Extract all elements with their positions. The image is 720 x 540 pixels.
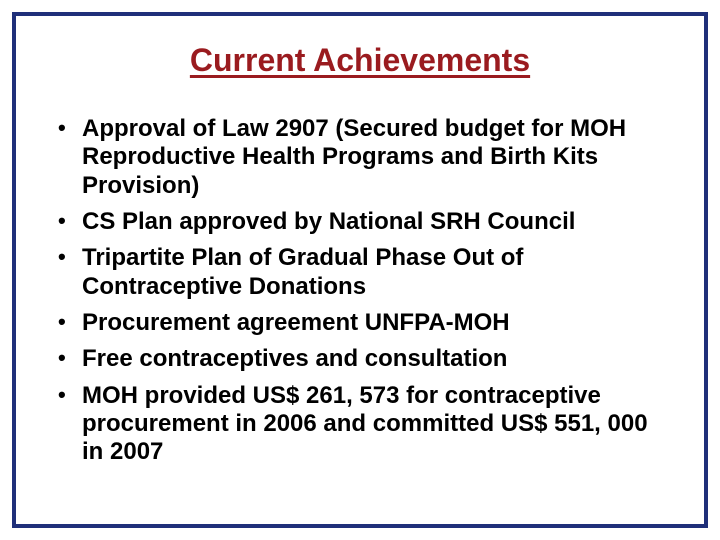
list-item: Tripartite Plan of Gradual Phase Out of …	[58, 244, 672, 301]
list-item: Free contraceptives and consultation	[58, 345, 672, 373]
list-item: Approval of Law 2907 (Secured budget for…	[58, 115, 672, 200]
bullet-list: Approval of Law 2907 (Secured budget for…	[48, 115, 672, 466]
slide-inner: Current Achievements Approval of Law 290…	[12, 12, 708, 528]
slide-title: Current Achievements	[48, 42, 672, 79]
list-item: Procurement agreement UNFPA-MOH	[58, 309, 672, 337]
list-item: MOH provided US$ 261, 573 for contracept…	[58, 382, 672, 467]
slide: Current Achievements Approval of Law 290…	[0, 0, 720, 540]
list-item: CS Plan approved by National SRH Council	[58, 208, 672, 236]
